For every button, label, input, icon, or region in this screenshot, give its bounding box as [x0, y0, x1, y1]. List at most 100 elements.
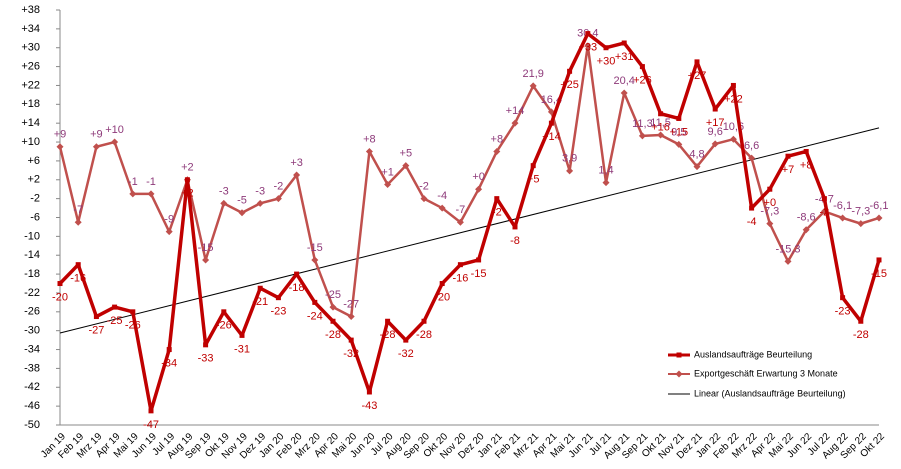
data-label: -28 — [416, 329, 432, 341]
y-tick-label: +34 — [21, 23, 40, 35]
data-label: -3 — [219, 185, 229, 197]
data-label: -6,1 — [833, 200, 852, 212]
data-label: -32 — [398, 348, 414, 360]
point — [403, 337, 409, 343]
point — [821, 196, 827, 202]
point — [603, 45, 609, 51]
point — [858, 318, 864, 324]
data-label: +0 — [472, 171, 485, 183]
y-tick-label: -50 — [24, 419, 40, 431]
point — [875, 214, 883, 222]
data-label: 6,6 — [744, 140, 759, 152]
point — [676, 115, 682, 121]
point — [130, 309, 136, 315]
data-label: -16 — [452, 273, 468, 285]
point — [75, 262, 81, 268]
legend-label: Exportgeschäft Erwartung 3 Monate — [694, 368, 838, 378]
point — [730, 82, 736, 88]
point — [584, 42, 592, 50]
y-tick-label: -14 — [24, 249, 40, 261]
data-label: -7 — [456, 204, 466, 216]
point — [420, 195, 428, 203]
point — [767, 186, 773, 192]
point — [657, 131, 665, 139]
point — [202, 256, 210, 264]
data-label: +16 — [651, 122, 670, 134]
data-label: -25 — [107, 315, 123, 327]
point — [402, 162, 410, 170]
data-label: -18 — [289, 282, 305, 294]
y-tick-label: -30 — [24, 325, 40, 337]
data-label: -15 — [307, 242, 323, 254]
point — [129, 190, 137, 198]
data-label: -27 — [343, 298, 359, 310]
point — [658, 111, 664, 117]
point — [785, 153, 791, 159]
data-label: -20 — [434, 291, 450, 303]
point — [147, 190, 155, 198]
point — [729, 135, 737, 143]
data-label: -15 — [471, 268, 487, 280]
data-label: -23 — [270, 306, 286, 318]
point — [112, 304, 118, 310]
data-label: -16 — [70, 273, 86, 285]
data-label: 9,5 — [671, 126, 686, 138]
data-label: -31 — [234, 343, 250, 355]
y-tick-label: -2 — [30, 193, 40, 205]
y-tick-label: -34 — [24, 343, 40, 355]
y-tick-label: +10 — [21, 136, 40, 148]
data-label: 1,4 — [598, 165, 613, 177]
data-label: -3 — [255, 185, 265, 197]
data-label: -4 — [437, 190, 447, 202]
point — [803, 148, 809, 154]
data-label: 21,9 — [522, 68, 543, 80]
y-tick-label: +6 — [27, 155, 40, 167]
legend-label: Auslandsaufträge Beurteilung — [694, 349, 812, 359]
data-label: +14 — [506, 105, 525, 117]
data-label: +27 — [688, 70, 707, 82]
data-label: 4,8 — [689, 148, 704, 160]
data-label: -25 — [325, 289, 341, 301]
legend: Auslandsaufträge Beurteilung Exportgeschä… — [660, 343, 872, 405]
data-label: -15 — [871, 268, 887, 280]
point — [184, 177, 190, 183]
data-label: +2 — [181, 188, 194, 200]
trendline — [59, 127, 880, 334]
point — [621, 40, 627, 46]
data-label: +8 — [800, 159, 813, 171]
data-label: +30 — [597, 56, 616, 68]
point — [366, 389, 372, 395]
point — [511, 119, 519, 127]
point — [148, 408, 154, 414]
data-label: -28 — [380, 329, 396, 341]
data-label: 3,9 — [562, 153, 577, 165]
y-tick-label: -42 — [24, 381, 40, 393]
data-label: -15 — [198, 242, 214, 254]
point — [92, 143, 100, 151]
data-label: +31 — [615, 51, 634, 63]
data-label: 20,4 — [613, 75, 634, 87]
data-label: -20 — [52, 291, 68, 303]
data-label: -28 — [853, 329, 869, 341]
point — [329, 303, 337, 311]
data-label: -28 — [325, 329, 341, 341]
point — [220, 199, 228, 207]
data-label: +7 — [782, 164, 795, 176]
point — [238, 209, 246, 217]
point — [275, 295, 281, 301]
y-tick-label: +14 — [21, 117, 40, 129]
point — [548, 120, 554, 126]
data-label: +1 — [381, 166, 394, 178]
point — [365, 147, 373, 155]
data-label: +14 — [542, 131, 561, 143]
data-label: +8 — [363, 133, 376, 145]
data-label: -24 — [307, 310, 323, 322]
point — [512, 224, 518, 230]
point — [567, 68, 573, 74]
series-line — [58, 44, 880, 318]
point — [585, 31, 591, 37]
point — [602, 179, 610, 187]
data-label: -8,6 — [797, 212, 816, 224]
data-label: -7,3 — [760, 206, 779, 218]
